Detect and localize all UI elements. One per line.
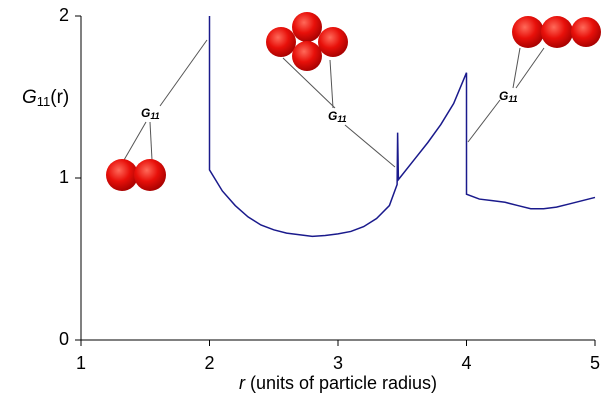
annotation-art [106, 12, 601, 191]
y-tick-label: 2 [59, 5, 69, 25]
x-tick-label: 4 [461, 353, 471, 373]
y-label-sub: 11 [37, 94, 51, 109]
x-tick-label: 3 [333, 353, 343, 373]
y-label-main: G [22, 87, 37, 108]
annotation: G11 [499, 89, 518, 104]
data-line [208, 16, 596, 238]
x-label-var: r [239, 373, 246, 393]
x-axis-label: r (units of particle radius) [239, 373, 437, 393]
annotation: G11 [328, 109, 347, 124]
y-tick-label: 0 [59, 329, 69, 349]
x-tick-label: 2 [204, 353, 214, 373]
y-label-rest: (r) [50, 87, 69, 108]
y-axis-label: G11(r) [22, 87, 69, 109]
x-tick-label: 1 [76, 353, 86, 373]
annotation: G11 [141, 106, 160, 121]
x-label-text: (units of particle radius) [250, 373, 437, 393]
x-tick-label: 5 [590, 353, 600, 373]
y-tick-label: 1 [59, 167, 69, 187]
